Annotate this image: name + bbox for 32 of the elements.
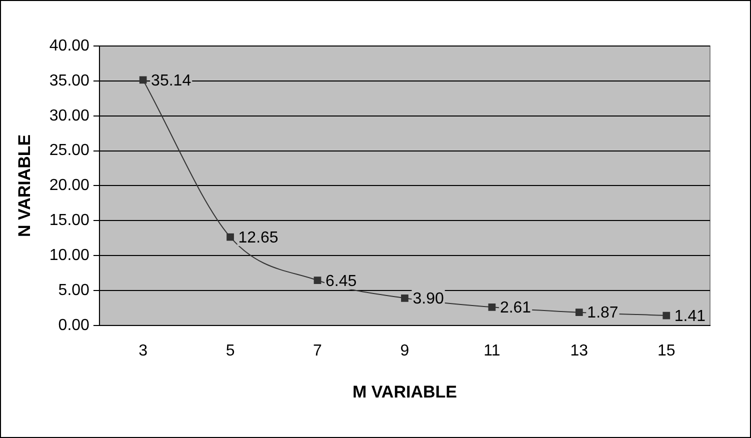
- y-tick-label: 30.00: [49, 107, 90, 124]
- point: [139, 76, 147, 84]
- x-tick-label: 5: [226, 342, 235, 360]
- y-tick-label: 5.00: [58, 282, 90, 299]
- y-tick-label: 15.00: [49, 212, 90, 230]
- y-axis-title: N VARIABLE: [14, 134, 34, 238]
- x-tick-label: 15: [657, 342, 676, 360]
- x-axis-title: M VARIABLE: [352, 382, 457, 402]
- data-label: 1.87: [587, 304, 618, 322]
- data-label: 3.90: [412, 290, 444, 308]
- point: [401, 294, 408, 302]
- x-tick-label: 11: [484, 342, 500, 360]
- x-tick-label: 7: [313, 342, 322, 360]
- y-tick-label: 35.00: [49, 72, 90, 90]
- y-tick-label: 25.00: [49, 142, 90, 160]
- point: [226, 233, 234, 241]
- data-label: 12.65: [238, 229, 278, 246]
- data-label: 35.14: [151, 72, 192, 90]
- y-tick-label: 0.00: [58, 316, 90, 334]
- y-tick-label: 20.00: [49, 177, 90, 194]
- point: [662, 312, 670, 320]
- point: [488, 303, 496, 311]
- x-tick-label: 13: [570, 342, 588, 360]
- point: [314, 276, 322, 284]
- y-tick-label: 10.00: [49, 246, 90, 264]
- data-label: 6.45: [325, 272, 357, 290]
- x-tick-label: 3: [138, 342, 148, 360]
- point: [575, 308, 583, 316]
- data-label: 1.41: [674, 308, 706, 325]
- data-label: 2.61: [500, 300, 532, 317]
- x-tick-label: 9: [400, 342, 410, 360]
- y-tick-label: 40.00: [49, 37, 90, 54]
